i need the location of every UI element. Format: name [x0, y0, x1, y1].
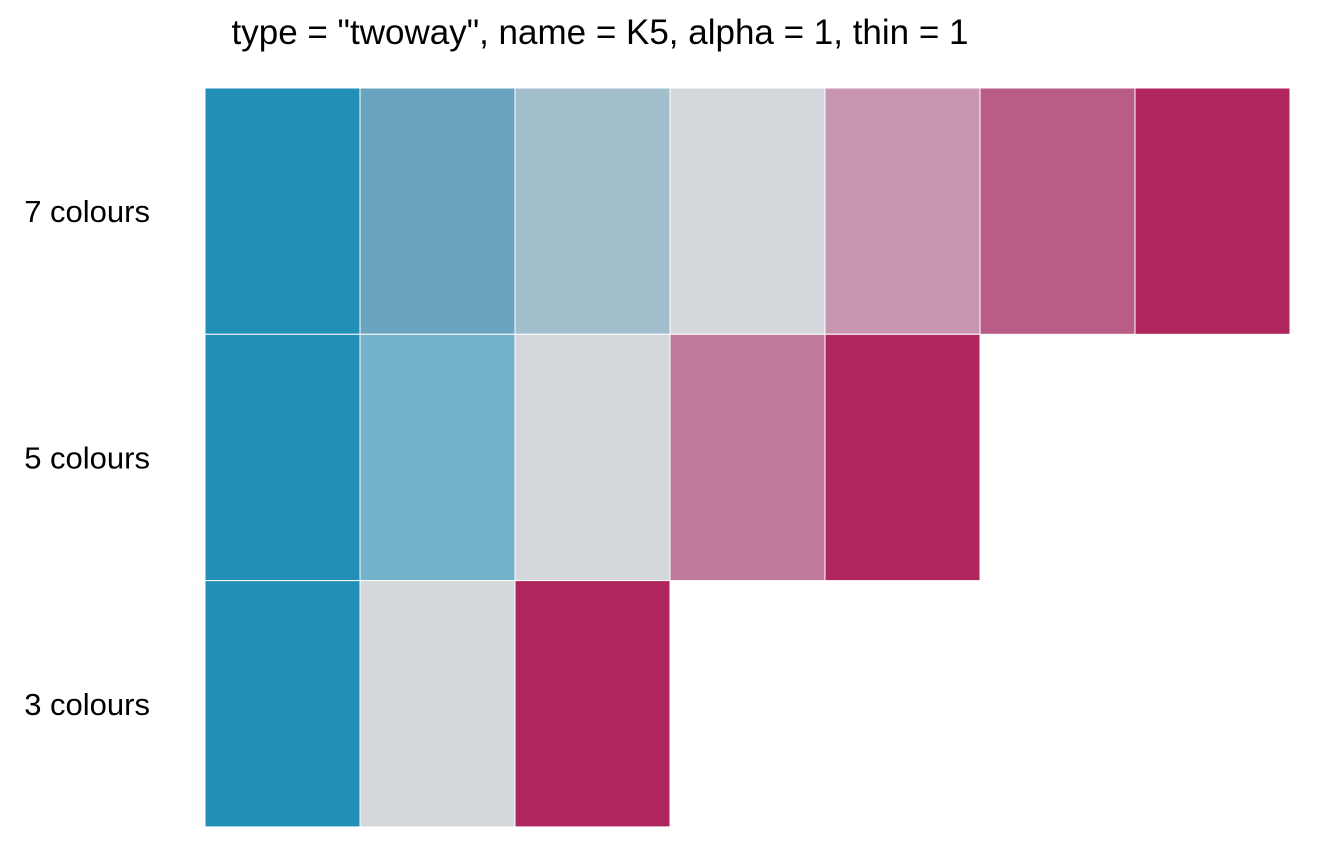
- swatch-2-2: [359, 333, 516, 582]
- swatch-2-5: [824, 333, 981, 582]
- swatch-3-3: [514, 580, 671, 828]
- swatch-2-1: [204, 333, 361, 582]
- swatch-1-3: [514, 87, 671, 335]
- swatch-1-1: [204, 87, 361, 335]
- row-labels: 7 colours 5 colours 3 colours: [24, 194, 150, 722]
- swatch-1-2: [359, 87, 516, 335]
- row-label: 3 colours: [24, 687, 150, 722]
- row-label: 5 colours: [24, 440, 150, 475]
- swatch-1-5: [824, 87, 981, 335]
- swatch-1-6: [979, 87, 1136, 335]
- row-label: 7 colours: [24, 194, 150, 229]
- swatch-1-4: [669, 87, 826, 335]
- swatch-grid: [204, 87, 1291, 828]
- swatch-2-4: [669, 333, 826, 582]
- swatch-3-2: [359, 580, 516, 828]
- chart-title: type = "twoway", name = K5, alpha = 1, t…: [232, 13, 969, 52]
- swatch-2-3: [514, 333, 671, 582]
- swatch-1-7: [1134, 87, 1291, 335]
- swatch-3-1: [204, 580, 361, 828]
